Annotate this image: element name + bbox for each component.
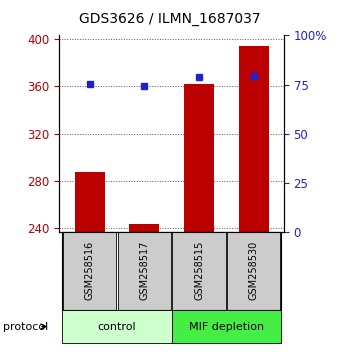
Text: GSM258516: GSM258516 bbox=[85, 241, 95, 301]
Bar bbox=[184, 84, 214, 232]
Text: protocol: protocol bbox=[3, 321, 49, 332]
Text: GDS3626 / ILMN_1687037: GDS3626 / ILMN_1687037 bbox=[79, 12, 261, 27]
Bar bbox=[129, 224, 159, 232]
Bar bbox=[74, 171, 105, 232]
Text: GSM258517: GSM258517 bbox=[139, 241, 149, 301]
Text: GSM258530: GSM258530 bbox=[249, 241, 259, 301]
Text: GSM258515: GSM258515 bbox=[194, 241, 204, 301]
Bar bbox=[239, 46, 269, 232]
Text: MIF depletion: MIF depletion bbox=[189, 321, 264, 332]
Text: control: control bbox=[98, 321, 136, 332]
